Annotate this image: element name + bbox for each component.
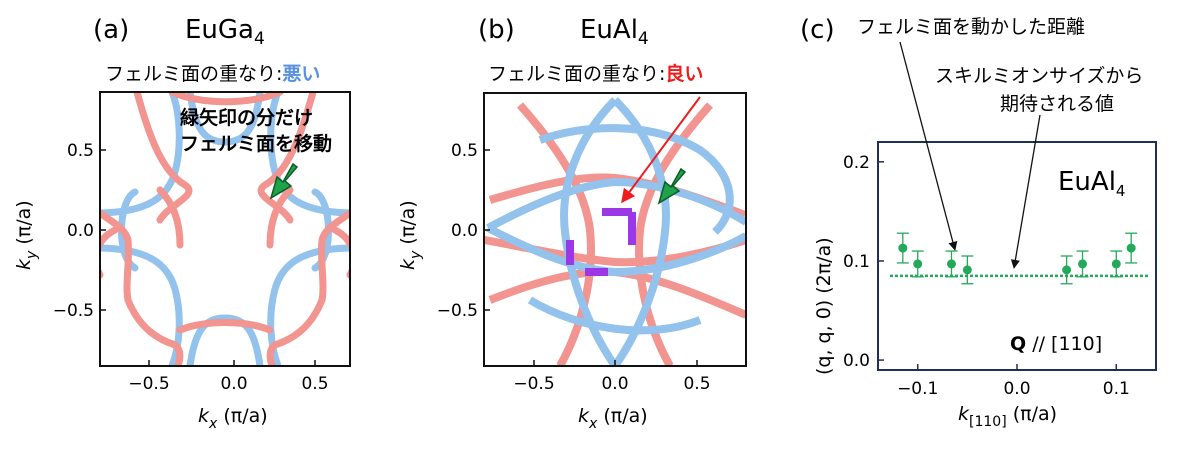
data-point [961,255,974,285]
data-point [911,250,924,278]
panel-b-xlabel: kx (π/a) [578,405,648,432]
panel-a-xtick-label: 0.0 [220,374,247,394]
panel-a-subtitle: フェルミ面の重なり:悪い [105,63,320,85]
y-tick-label: 0.1 [843,252,870,272]
data-marker [946,259,956,269]
data-point [1110,250,1123,278]
x-tick-label: −0.1 [897,379,938,399]
panel-c-q-direction: Q // [110] [1010,333,1102,355]
green-arrow-icon [657,167,687,205]
panel-b-letter: (b) [478,15,515,45]
panel-c-ylabel: (q, q, 0) (2π/a) [813,237,835,375]
panel-c-plot [890,232,1150,285]
data-marker [1111,259,1121,269]
y-tick-label: 0.0 [843,351,870,371]
data-point [1125,232,1138,264]
panel-b-formula: EuAl4 [580,15,649,49]
data-point [1076,250,1089,278]
panel-a-ytick-label: 0.5 [67,141,94,161]
panel-a-plot [100,92,350,366]
panel-b-y-axis: 0.5 0.0 −0.5 ky (π/a) [397,141,490,321]
panel-a-xtick-label: −0.5 [128,374,169,394]
panel-a-y-axis: 0.5 0.0 −0.5 ky (π/a) [13,141,106,321]
data-point [896,232,909,264]
annotation-arrow-expected [1010,114,1041,269]
red-arrow-icon [621,96,701,204]
panel-b-xtick-label: −0.5 [513,374,554,394]
panel-c-annotation-expected-line2: 期待される値 [1000,93,1114,115]
panel-a-note-line1: 緑矢印の分だけ [180,106,313,129]
panel-c-annotation-expected-line1: スキルミオンサイズから [935,65,1143,87]
x-tick-label: 0.1 [1103,379,1130,399]
panel-b: (b) EuAl4 フェルミ面の重なり:良い [397,15,747,432]
panel-a-ytick-label: 0.0 [67,221,94,241]
data-marker [1078,259,1088,269]
panel-a-letter: (a) [93,15,129,45]
panel-b-ytick-label: 0.0 [451,221,478,241]
panel-c-inset-formula: EuAl4 [1058,167,1125,200]
data-marker [1062,265,1072,275]
panel-b-ytick-label: −0.5 [437,301,478,321]
panel-b-xtick-label: 0.5 [683,374,710,394]
data-marker [898,243,908,253]
green-arrow-icon [269,162,299,200]
panel-b-plot [484,97,746,366]
panel-a-note-line2: フェルミ面を移動 [180,132,332,155]
panel-b-ytick-label: 0.5 [451,141,478,161]
panel-b-purple-overlap [566,208,636,276]
panel-a-formula: EuGa4 [185,15,265,49]
panel-b-blue-sheet [486,97,746,366]
panel-a: (a) EuGa4 フェルミ面の重なり:悪い [13,15,351,432]
panel-c-annotation-distance: フェルミ面を動かした距離 [857,16,1085,38]
panel-a-blue-sheet [100,92,350,366]
panel-b-subtitle: フェルミ面の重なり:良い [488,62,703,85]
data-point [945,250,958,278]
data-marker [913,259,923,269]
panel-a-xtick-label: 0.5 [301,374,328,394]
panel-a-x-axis: −0.5 0.0 0.5 kx (π/a) [128,360,329,432]
data-marker [962,265,972,275]
panel-c-xlabel: k[110] (π/a) [958,403,1057,430]
panel-b-xtick-label: 0.0 [601,374,628,394]
panel-c-letter: (c) [800,15,835,45]
panel-c: (c) フェルミ面を動かした距離 スキルミオンサイズから 期待される値 EuAl… [800,15,1157,430]
panel-a-ylabel: ky (π/a) [13,200,40,270]
panel-a-ytick-label: −0.5 [53,301,94,321]
panel-b-x-axis: −0.5 0.0 0.5 kx (π/a) [513,360,711,432]
panel-a-frame [99,91,351,367]
x-tick-label: 0.0 [1003,379,1030,399]
y-tick-label: 0.2 [843,153,870,173]
annotation-arrow-distance [899,41,958,251]
panel-a-red-sheet [100,92,350,366]
data-point [1060,255,1073,285]
data-marker [1126,243,1136,253]
panel-a-xlabel: kx (π/a) [198,405,268,432]
panel-c-y-axis: 0.0 0.1 0.2 [843,153,884,371]
panel-c-x-axis: −0.1 0.0 0.1 [897,364,1130,399]
panel-b-ylabel: ky (π/a) [397,200,424,270]
